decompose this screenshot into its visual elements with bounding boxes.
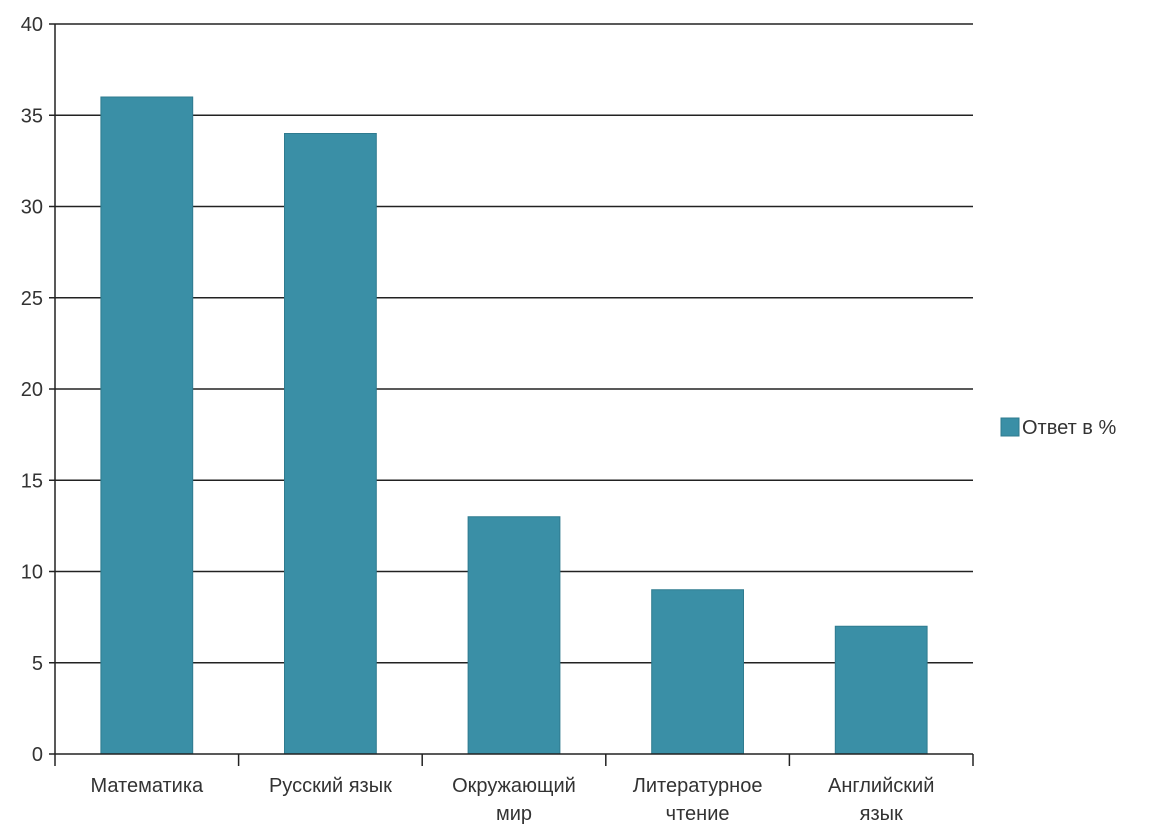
axes — [49, 23, 974, 766]
gridlines — [55, 23, 973, 664]
bar — [467, 516, 561, 755]
x-tick-labels: Математика Русский язык Окружающий мир Литер… — [90, 775, 934, 825]
bar — [651, 589, 745, 755]
y-tick-label: 20 — [21, 379, 43, 401]
x-tick-label: Математика — [90, 775, 204, 797]
x-tick-label: Русский язык — [269, 775, 392, 797]
legend: Ответ в % — [1000, 417, 1116, 439]
x-tick-label: Литературное чтение — [633, 775, 763, 825]
y-tick-label: 35 — [21, 105, 43, 127]
x-tick-label: Английский язык — [828, 775, 934, 825]
y-tick-label: 30 — [21, 197, 43, 219]
legend-label: Ответ в % — [1022, 417, 1116, 439]
y-tick-label: 5 — [32, 653, 43, 675]
legend-swatch — [1000, 417, 1020, 437]
bar — [284, 133, 377, 755]
y-tick-label: 40 — [21, 14, 43, 36]
y-tick-label: 15 — [21, 470, 43, 492]
y-tick-labels: 0 5 10 15 20 25 30 35 40 — [21, 14, 43, 766]
y-tick-label: 10 — [21, 562, 43, 584]
bar — [100, 96, 194, 755]
bar — [834, 625, 928, 755]
bars — [100, 96, 928, 755]
y-tick-label: 25 — [21, 288, 43, 310]
x-tick-label: Окружающий мир — [452, 775, 576, 825]
y-tick-label: 0 — [32, 744, 43, 766]
